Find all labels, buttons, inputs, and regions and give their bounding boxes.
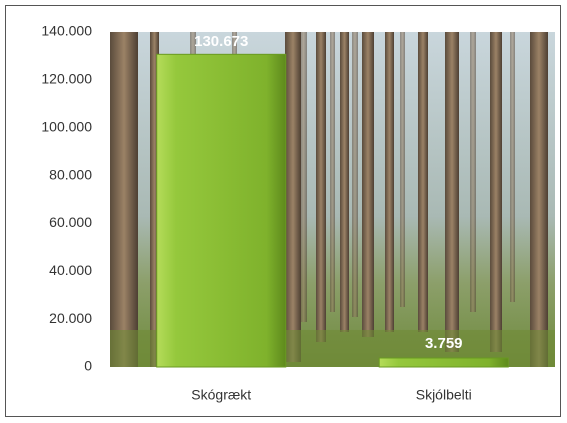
bar [156,53,287,368]
y-tick-label: 140.000 [41,23,92,39]
y-tick-label: 80.000 [49,166,92,182]
y-tick-label: 100.000 [41,118,92,134]
y-tick-label: 120.000 [41,71,92,87]
data-label: 130.673 [194,33,248,50]
bar [378,357,509,368]
y-tick-label: 60.000 [49,214,92,230]
y-tick-label: 40.000 [49,262,92,278]
x-tick-label: Skjólbelti [416,387,472,403]
x-tick-label: Skógrækt [191,387,251,403]
y-tick-label: 0 [84,358,92,374]
data-label: 3.759 [425,335,463,352]
y-tick-label: 20.000 [49,310,92,326]
